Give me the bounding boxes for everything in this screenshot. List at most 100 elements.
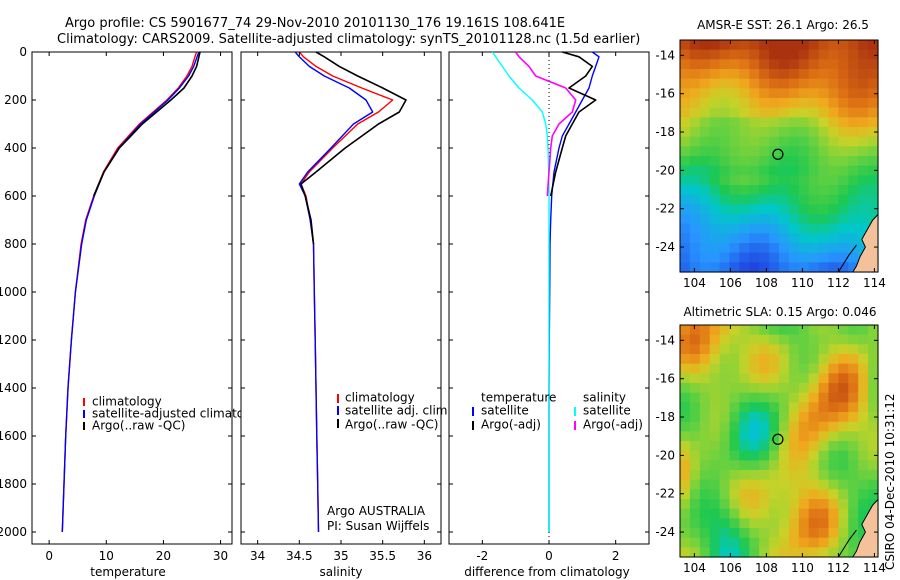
map-cell <box>709 243 721 254</box>
map-cell <box>739 117 750 128</box>
map-cell <box>689 537 701 548</box>
map-cell <box>749 107 760 118</box>
map-cell <box>680 194 691 205</box>
x-tick-label: 2 <box>612 549 620 563</box>
map-cell <box>838 537 849 548</box>
map-cell <box>729 252 740 263</box>
map-cell <box>818 146 830 157</box>
map-cell <box>699 363 711 374</box>
map-cell <box>868 402 879 413</box>
map-cell <box>848 127 859 138</box>
map-cell <box>699 40 711 51</box>
map-cell <box>689 325 701 336</box>
map-x-tick-label: 110 <box>791 276 814 290</box>
map-cell <box>699 441 711 452</box>
map-cell <box>689 165 701 176</box>
map-cell <box>699 450 711 461</box>
map-cell <box>848 537 859 548</box>
map-cell <box>779 214 790 225</box>
map-cell <box>769 334 780 345</box>
map-cell <box>798 412 810 423</box>
map-cell <box>848 107 859 118</box>
map-cell <box>848 441 859 452</box>
map-cell <box>779 325 790 336</box>
map-cell <box>779 373 790 384</box>
map-cell <box>729 136 740 147</box>
map-cell <box>759 204 770 215</box>
map-cell <box>680 363 691 374</box>
map-cell <box>749 392 760 403</box>
map-cell <box>739 194 750 205</box>
map-cell <box>739 69 750 80</box>
map-cell <box>709 146 721 157</box>
map-cell <box>858 40 869 51</box>
temperature-x-axis-label: temperature <box>90 565 165 579</box>
map-cell <box>689 204 701 215</box>
map-cell <box>788 40 800 51</box>
map-cell <box>709 223 721 234</box>
map-cell <box>729 334 740 345</box>
series-line-temperature-argo-adj <box>549 51 597 197</box>
map-cell <box>868 165 879 176</box>
map-cell <box>858 98 869 109</box>
map-cell <box>848 156 859 167</box>
map-cell <box>729 117 740 128</box>
map-cell <box>729 518 740 529</box>
map-cell <box>739 243 750 254</box>
map-cell <box>689 363 701 374</box>
map-cell <box>709 262 721 273</box>
map-cell <box>769 233 780 244</box>
map-cell <box>828 547 839 558</box>
map-cell <box>769 243 780 254</box>
map-cell <box>719 204 731 215</box>
map-cell <box>689 59 701 70</box>
map-cell <box>848 508 859 519</box>
map-cell <box>769 252 780 263</box>
map-cell <box>680 412 691 423</box>
map-cell <box>689 117 701 128</box>
map-cell <box>808 479 820 490</box>
map-cell <box>699 499 711 510</box>
map-x-tick-label: 112 <box>827 276 850 290</box>
map-cell <box>838 69 849 80</box>
map-cell <box>749 431 760 442</box>
map-cell <box>689 194 701 205</box>
map-cell <box>719 252 731 263</box>
map-cell <box>719 78 731 89</box>
map-cell <box>858 194 869 205</box>
map-cell <box>779 146 790 157</box>
map-y-tick-label: -16 <box>655 372 675 386</box>
map-cell <box>729 88 740 99</box>
map-cell <box>739 373 750 384</box>
map-cell <box>798 479 810 490</box>
map-cell <box>749 49 760 60</box>
map-cell <box>759 412 770 423</box>
map-cell <box>680 88 691 99</box>
map-cell <box>709 194 721 205</box>
map-cell <box>709 528 721 539</box>
map-y-tick-label: -14 <box>655 48 675 62</box>
map-cell <box>689 547 701 558</box>
map-cell <box>828 98 839 109</box>
map-cell <box>729 146 740 157</box>
map-cell <box>689 185 701 196</box>
map-cell <box>779 450 790 461</box>
map-cell <box>808 373 820 384</box>
map-cell <box>838 117 849 128</box>
map-cell <box>759 431 770 442</box>
map-cell <box>788 185 800 196</box>
map-cell <box>858 204 869 215</box>
map-cell <box>848 325 859 336</box>
map-cell <box>680 537 691 548</box>
map-cell <box>749 489 760 500</box>
series-line-satellite-adj-clim <box>294 51 374 533</box>
map-cell <box>818 499 830 510</box>
map-cell <box>788 547 800 558</box>
map-cell <box>798 59 810 70</box>
map-cell <box>779 233 790 244</box>
map-cell <box>798 383 810 394</box>
map-cell <box>709 252 721 263</box>
y-tick-label: 2000 <box>0 525 27 539</box>
map-cell <box>798 344 810 355</box>
